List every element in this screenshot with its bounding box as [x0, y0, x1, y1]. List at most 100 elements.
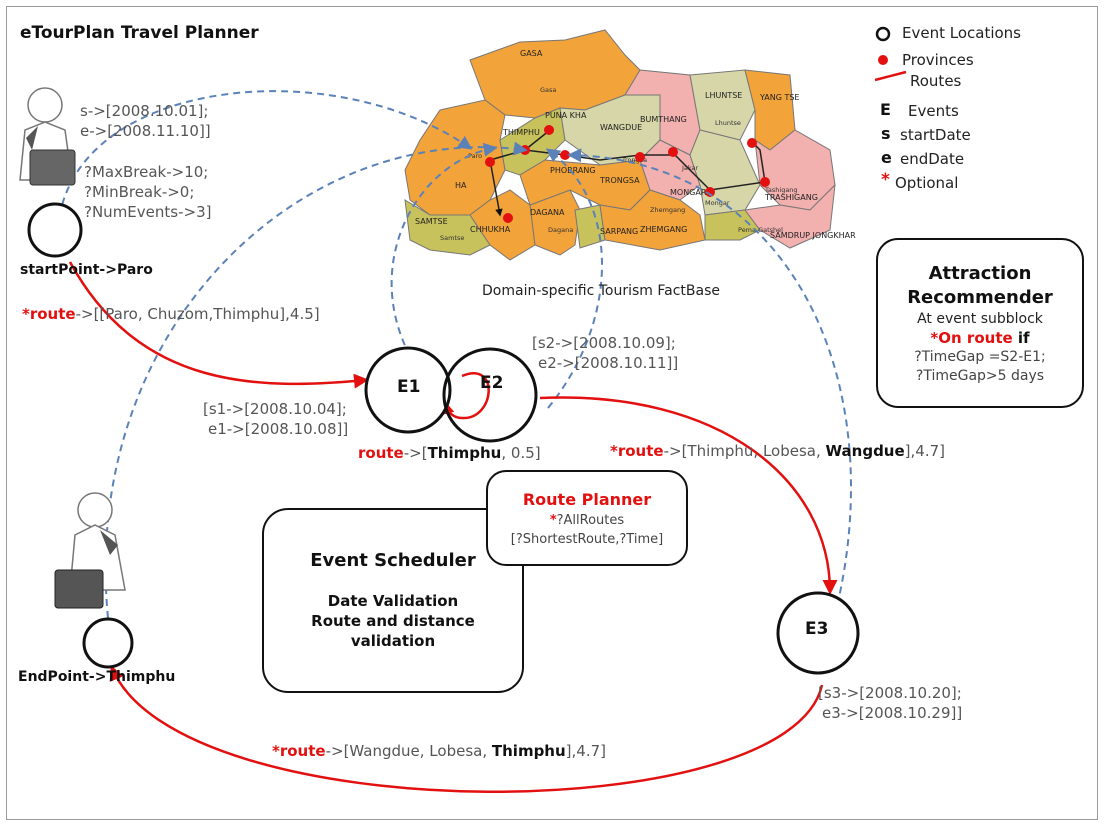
map-region-samdrup	[744, 183, 836, 249]
map-label: Mongar	[705, 199, 730, 207]
dashed-link-e3	[567, 148, 853, 641]
province-dot	[668, 147, 678, 157]
event-e1-circle	[364, 346, 452, 434]
route-arrows	[68, 261, 838, 793]
param-num-events: ?NumEvents->3]	[84, 203, 212, 221]
event-e1-start-date: [s1->[2008.10.04];	[203, 400, 347, 418]
legend-event-locations: Event Locations	[902, 24, 1021, 42]
map-label: Dagana	[548, 226, 573, 234]
route-planner-all-routes: *?AllRoutes	[488, 513, 686, 528]
legend-route-icon	[874, 70, 907, 82]
scheduler-date-validation: Date Validation	[327, 592, 459, 610]
event-e1-end-date: e1->[2008.10.08]]	[208, 420, 349, 438]
map-label: GASA	[520, 49, 543, 58]
legend-optional-key: *	[881, 170, 890, 190]
legend-end-key: e	[881, 148, 892, 167]
route-label-e2-e3: *route->[Thimphu, Lobesa, Wangdue],4.7]	[610, 444, 945, 459]
legend-start-key: s	[881, 124, 891, 143]
route-text: ],4.7]	[565, 742, 606, 760]
scheduler-validation: validation	[350, 632, 436, 650]
map-label: YANG TSE	[759, 93, 799, 102]
map-label: MONGAR	[670, 188, 707, 197]
map-label: Pema Gatshel	[738, 226, 783, 234]
route-keyword: route	[29, 305, 76, 323]
province-dot	[747, 138, 757, 148]
legend-routes: Routes	[910, 72, 962, 90]
map-label: Jakar	[681, 164, 699, 172]
start-point-label: startPoint->Paro	[20, 263, 153, 277]
route-text: ->[Wangdue, Lobesa,	[325, 742, 492, 760]
scheduler-route-validation: Route and distance	[311, 612, 475, 630]
route-arrow-e2-e3	[539, 396, 838, 595]
attraction-on-route: *On route if	[878, 328, 1082, 348]
route-text: , 0.5]	[501, 444, 541, 462]
province-dot	[560, 150, 570, 160]
event-e2-circle	[442, 347, 538, 443]
dashed-link-e1	[390, 142, 498, 357]
traveller-icon-end	[54, 492, 126, 609]
map-label: Lhuntse	[715, 119, 741, 127]
map-region-zhemgang	[599, 189, 706, 251]
map-road	[489, 139, 766, 191]
route-text: ->[[Paro, Chuzom,Thimphu],4.5]	[75, 305, 320, 323]
end-point-label: EndPoint->Thimphu	[18, 670, 175, 684]
province-dot	[760, 177, 770, 187]
map-label: Tashigang	[764, 186, 798, 194]
map-label: THIMPHU	[502, 128, 540, 137]
event-e3-circle	[776, 591, 860, 675]
route-keyword: route	[358, 444, 404, 462]
dashed-link-start	[57, 90, 473, 229]
map-label: Paro	[468, 152, 482, 160]
legend-optional-label: Optional	[895, 174, 959, 192]
map-region-pemagatshel	[704, 209, 761, 241]
route-optional-star: *	[272, 742, 280, 760]
diagram-frame	[6, 6, 1098, 820]
route-planner-star: *	[549, 513, 557, 528]
map-label: PHOBRANG	[550, 166, 596, 175]
map-label: WANGDUE	[600, 123, 642, 132]
traveller-icon-start	[19, 87, 76, 186]
factbase-links	[57, 90, 853, 641]
legend-provinces: Provinces	[902, 51, 974, 69]
event-e2-label: E2	[480, 373, 504, 393]
route-text: ],4.7]	[904, 442, 945, 460]
province-dot	[485, 157, 495, 167]
province-dot	[503, 213, 513, 223]
route-arrow-e3-end	[109, 665, 824, 793]
map-label: CHHUKHA	[470, 225, 511, 234]
attraction-if: if	[1012, 329, 1030, 347]
event-e2-end-date: e2->[2008.10.11]]	[538, 354, 679, 372]
map-label: ZHEMGANG	[640, 225, 687, 234]
map-road	[489, 159, 503, 217]
param-start-date: s->[2008.10.01];	[80, 102, 209, 120]
route-planner-title: Route Planner	[522, 490, 652, 509]
event-scheduler-box: Event Scheduler Date Validation Route an…	[262, 508, 524, 693]
map-label: SARPANG	[600, 227, 638, 236]
route-destination: Thimphu	[427, 444, 502, 462]
map-label: PUNA KHA	[545, 111, 587, 120]
map-region-samtse	[404, 199, 491, 256]
event-e3-start-date: [s3->[2008.10.20];	[818, 684, 962, 702]
province-dot	[544, 125, 554, 135]
map-label: LHUNTSE	[705, 91, 742, 100]
attraction-title-line2: Recommender	[907, 287, 1053, 308]
event-e3-end-date: e3->[2008.10.29]]	[822, 704, 963, 722]
route-text: ->[	[403, 444, 428, 462]
map-label: TRASHIGANG	[764, 193, 818, 202]
route-keyword: route	[279, 742, 326, 760]
province-dot	[635, 152, 645, 162]
node-circles	[27, 202, 860, 675]
map-label: HA	[455, 181, 467, 190]
map-label: Gasa	[540, 86, 556, 94]
event-e2-start-date: [s2->[2008.10.09];	[532, 334, 676, 352]
attraction-star: *	[930, 329, 939, 347]
diagram-title: eTourPlan Travel Planner	[20, 23, 259, 43]
route-keyword: route	[617, 442, 664, 460]
map-label: Samtse	[440, 234, 464, 242]
param-min-break: ?MinBreak->0;	[84, 183, 195, 201]
dashed-link-e2	[545, 148, 603, 409]
end-point-prefix: EndPoint->	[18, 669, 107, 685]
map-label: SAMDRUP JONGKHAR	[770, 231, 856, 240]
start-point-circle	[27, 202, 83, 258]
